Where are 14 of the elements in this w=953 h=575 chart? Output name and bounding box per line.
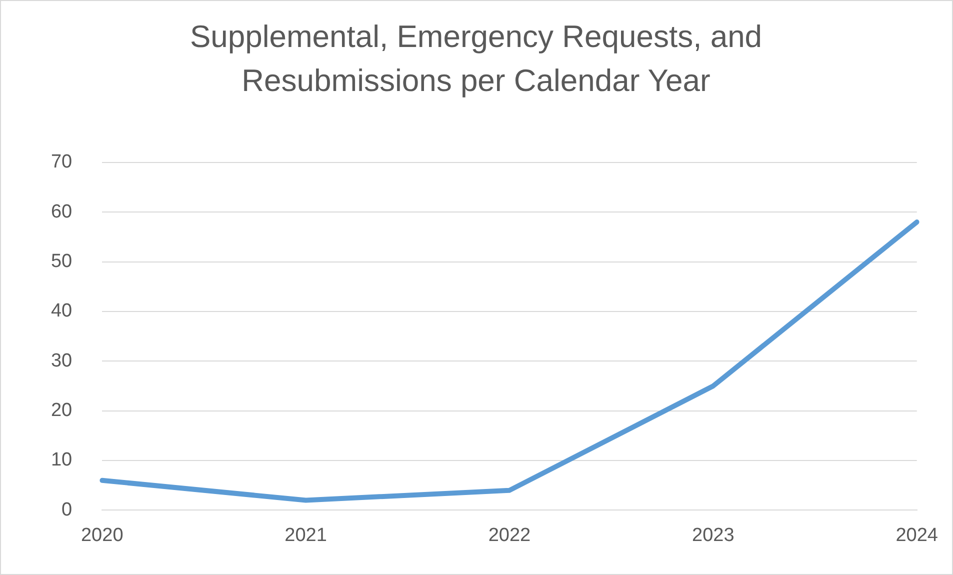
y-tick-label: 50 <box>50 251 72 272</box>
y-tick-label: 10 <box>50 450 72 471</box>
x-tick-label: 2022 <box>488 524 531 546</box>
y-tick-label: 0 <box>62 499 72 520</box>
x-tick-label: 2023 <box>692 524 734 546</box>
x-tick-label: 2024 <box>896 524 938 546</box>
y-tick-label: 70 <box>50 152 72 173</box>
chart-title: Supplemental, Emergency Requests, and Resubmissions per Calendar Year <box>188 18 764 100</box>
x-tick-label: 2020 <box>80 524 124 546</box>
y-tick-label: 40 <box>50 300 72 322</box>
x-tick-label: 2021 <box>284 524 327 546</box>
y-tick-label: 60 <box>50 201 72 222</box>
y-tick-label: 30 <box>50 350 72 372</box>
y-tick-label: 20 <box>50 400 72 422</box>
